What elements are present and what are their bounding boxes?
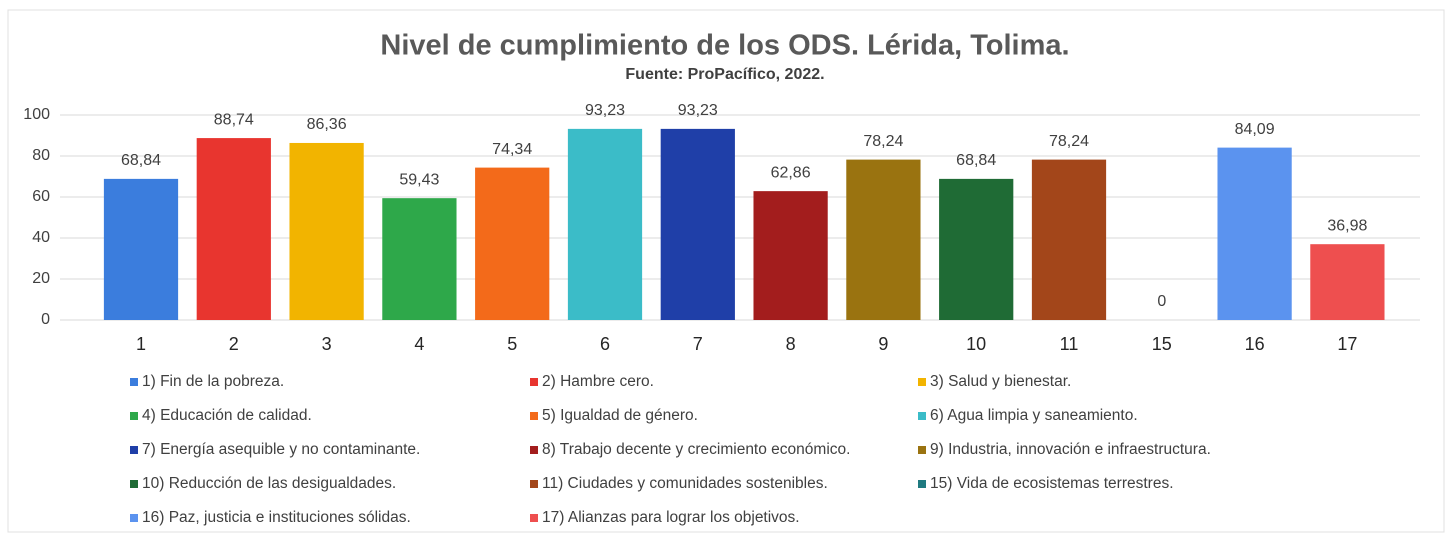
value-label: 88,74 (214, 111, 254, 128)
bar (939, 178, 1014, 320)
value-label: 93,23 (585, 102, 625, 119)
legend-label: 7) Energía asequible y no contaminante. (142, 441, 420, 458)
value-label: 78,24 (1049, 133, 1089, 150)
value-label: 0 (1157, 293, 1166, 310)
value-label: 68,84 (956, 152, 996, 169)
x-tick-label: 5 (507, 334, 517, 354)
legend-label: 2) Hambre cero. (542, 373, 654, 390)
value-label: 86,36 (307, 116, 347, 133)
legend-swatch (918, 480, 926, 488)
x-tick-label: 9 (878, 334, 888, 354)
legend-label: 4) Educación de calidad. (142, 407, 312, 424)
legend-label: 3) Salud y bienestar. (930, 373, 1071, 390)
bar (1310, 244, 1385, 320)
chart-subtitle: Fuente: ProPacífico, 2022. (625, 66, 824, 83)
legend-swatch (918, 412, 926, 420)
legend-swatch (130, 412, 138, 420)
legend-label: 6) Agua limpia y saneamiento. (930, 407, 1138, 424)
legend-label: 10) Reducción de las desigualdades. (142, 475, 396, 492)
bar (846, 159, 921, 320)
x-tick-label: 17 (1337, 334, 1357, 354)
x-tick-label: 16 (1245, 334, 1265, 354)
legend-label: 5) Igualdad de género. (542, 407, 698, 424)
value-label: 93,23 (678, 102, 718, 119)
value-label: 84,09 (1235, 121, 1275, 138)
y-tick-label: 20 (32, 270, 50, 287)
legend-label: 16) Paz, justicia e instituciones sólida… (142, 509, 411, 526)
legend-label: 17) Alianzas para lograr los objetivos. (542, 509, 800, 526)
y-tick-label: 60 (32, 188, 50, 205)
legend-label: 9) Industria, innovación e infraestructu… (930, 441, 1211, 458)
bar (289, 142, 364, 320)
y-tick-label: 40 (32, 229, 50, 246)
legend-swatch (130, 378, 138, 386)
y-tick-label: 0 (41, 311, 50, 328)
value-label: 74,34 (492, 141, 532, 158)
bar (1217, 147, 1292, 320)
x-tick-label: 7 (693, 334, 703, 354)
x-tick-label: 1 (136, 334, 146, 354)
x-tick-label: 3 (322, 334, 332, 354)
bar (1031, 159, 1107, 320)
chart-title: Nivel de cumplimiento de los ODS. Lérida… (380, 30, 1069, 62)
legend-swatch (918, 378, 926, 386)
x-tick-label: 15 (1152, 334, 1172, 354)
bar (103, 178, 179, 320)
x-tick-label: 6 (600, 334, 610, 354)
legend-swatch (130, 480, 138, 488)
legend-swatch (130, 514, 138, 522)
legend-swatch (130, 446, 138, 454)
bar (660, 128, 735, 320)
legend-swatch (530, 514, 538, 522)
value-label: 68,84 (121, 152, 161, 169)
y-tick-label: 80 (32, 147, 50, 164)
legend-swatch (530, 412, 538, 420)
value-label: 36,98 (1327, 217, 1367, 234)
x-tick-label: 8 (786, 334, 796, 354)
bar (196, 138, 271, 320)
legend-swatch (530, 446, 538, 454)
legend-label: 8) Trabajo decente y crecimiento económi… (542, 441, 850, 458)
legend-swatch (918, 446, 926, 454)
bar (567, 128, 643, 320)
bar (475, 167, 550, 320)
x-tick-label: 2 (229, 334, 239, 354)
y-tick-label: 100 (23, 106, 50, 123)
value-label: 78,24 (863, 133, 903, 150)
x-tick-label: 10 (966, 334, 986, 354)
bar (753, 191, 828, 320)
value-label: 62,86 (771, 164, 811, 181)
legend-swatch (530, 378, 538, 386)
bar (382, 198, 457, 320)
x-tick-label: 4 (414, 334, 424, 354)
value-label: 59,43 (399, 171, 439, 188)
legend-label: 1) Fin de la pobreza. (142, 373, 284, 390)
legend-swatch (530, 480, 538, 488)
legend-label: 15) Vida de ecosistemas terrestres. (930, 475, 1174, 492)
legend-label: 11) Ciudades y comunidades sostenibles. (542, 475, 828, 492)
x-tick-label: 11 (1060, 334, 1079, 354)
